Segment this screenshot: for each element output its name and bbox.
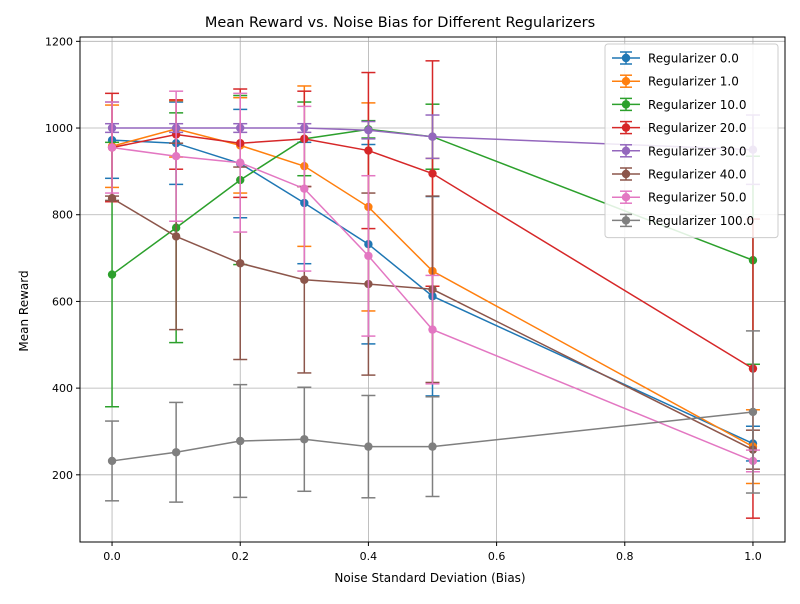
data-point	[428, 325, 437, 334]
legend-label: Regularizer 10.0	[648, 98, 747, 112]
legend-label: Regularizer 30.0	[648, 144, 747, 158]
legend-marker	[621, 53, 631, 63]
data-point	[107, 194, 117, 203]
legend-marker	[621, 77, 631, 86]
data-point	[364, 251, 373, 261]
data-point	[300, 275, 309, 284]
data-point	[236, 259, 245, 268]
y-tick-label: 600	[52, 295, 73, 308]
data-point	[107, 270, 117, 279]
legend-item: Regularizer 10.0	[612, 97, 747, 112]
data-point	[300, 435, 309, 444]
y-tick-label: 1200	[45, 35, 73, 48]
legend-label: Regularizer 20.0	[648, 121, 747, 135]
series-layer	[105, 60, 760, 519]
x-tick-label: 0.4	[360, 550, 378, 563]
y-tick-label: 400	[52, 382, 73, 395]
legend-item: Regularizer 50.0	[612, 190, 747, 205]
x-tick-label: 1.0	[744, 550, 762, 563]
axes-layer: 0.0 0.2 0.4 0.6 0.8 1.0 200 400 600 800 1000 1200	[45, 35, 786, 563]
legend-marker	[621, 100, 631, 109]
data-point	[428, 442, 437, 451]
chart-title: Mean Reward vs. Noise Bias for Different…	[205, 15, 595, 31]
legend-box	[604, 43, 779, 239]
legend-item: Regularizer 40.0	[612, 167, 747, 182]
data-point	[107, 456, 117, 466]
x-tick-label: 0.8	[616, 550, 634, 563]
data-point	[236, 158, 245, 167]
data-point	[171, 448, 181, 457]
legend-marker	[621, 123, 631, 132]
data-point	[364, 442, 373, 451]
data-point	[300, 184, 309, 193]
series-group	[105, 90, 760, 473]
legend-label: Regularizer 50.0	[648, 191, 747, 205]
data-point	[364, 125, 373, 135]
data-point	[236, 436, 245, 446]
data-point	[748, 407, 758, 417]
legend-marker	[621, 146, 631, 155]
series-group	[105, 330, 760, 503]
legend-label: Regularizer 0.0	[648, 52, 739, 66]
data-point	[428, 169, 437, 178]
data-point	[171, 232, 181, 241]
legend-label: Regularizer 100.0	[648, 214, 754, 228]
y-tick-label: 800	[52, 209, 73, 222]
x-tick-label: 0.6	[488, 550, 506, 563]
data-point	[107, 143, 117, 152]
x-tick-label: 0.0	[103, 550, 121, 563]
legend-item: Regularizer 100.0	[612, 213, 754, 228]
data-point	[428, 132, 437, 141]
y-tick-label: 1000	[45, 122, 73, 135]
legend-label: Regularizer 40.0	[648, 168, 747, 182]
data-point	[364, 146, 373, 155]
legend-label: Regularizer 1.0	[648, 75, 739, 89]
x-axis-label: Noise Standard Deviation (Bias)	[334, 571, 525, 585]
legend: Regularizer 0.0 Regularizer 1.0 Regularize…	[604, 43, 779, 239]
legend-item: Regularizer 1.0	[612, 74, 739, 89]
legend-marker	[621, 169, 631, 179]
y-tick-label: 200	[52, 469, 73, 482]
legend-marker	[621, 216, 631, 225]
legend-item: Regularizer 20.0	[612, 120, 747, 135]
x-tick-label: 0.2	[231, 550, 249, 563]
plot-frame	[79, 36, 786, 543]
legend-item: Regularizer 30.0	[612, 144, 747, 158]
legend-marker	[621, 193, 631, 202]
y-axis-label: Mean Reward	[17, 270, 31, 351]
legend-item: Regularizer 0.0	[612, 51, 739, 66]
data-point	[171, 152, 181, 161]
